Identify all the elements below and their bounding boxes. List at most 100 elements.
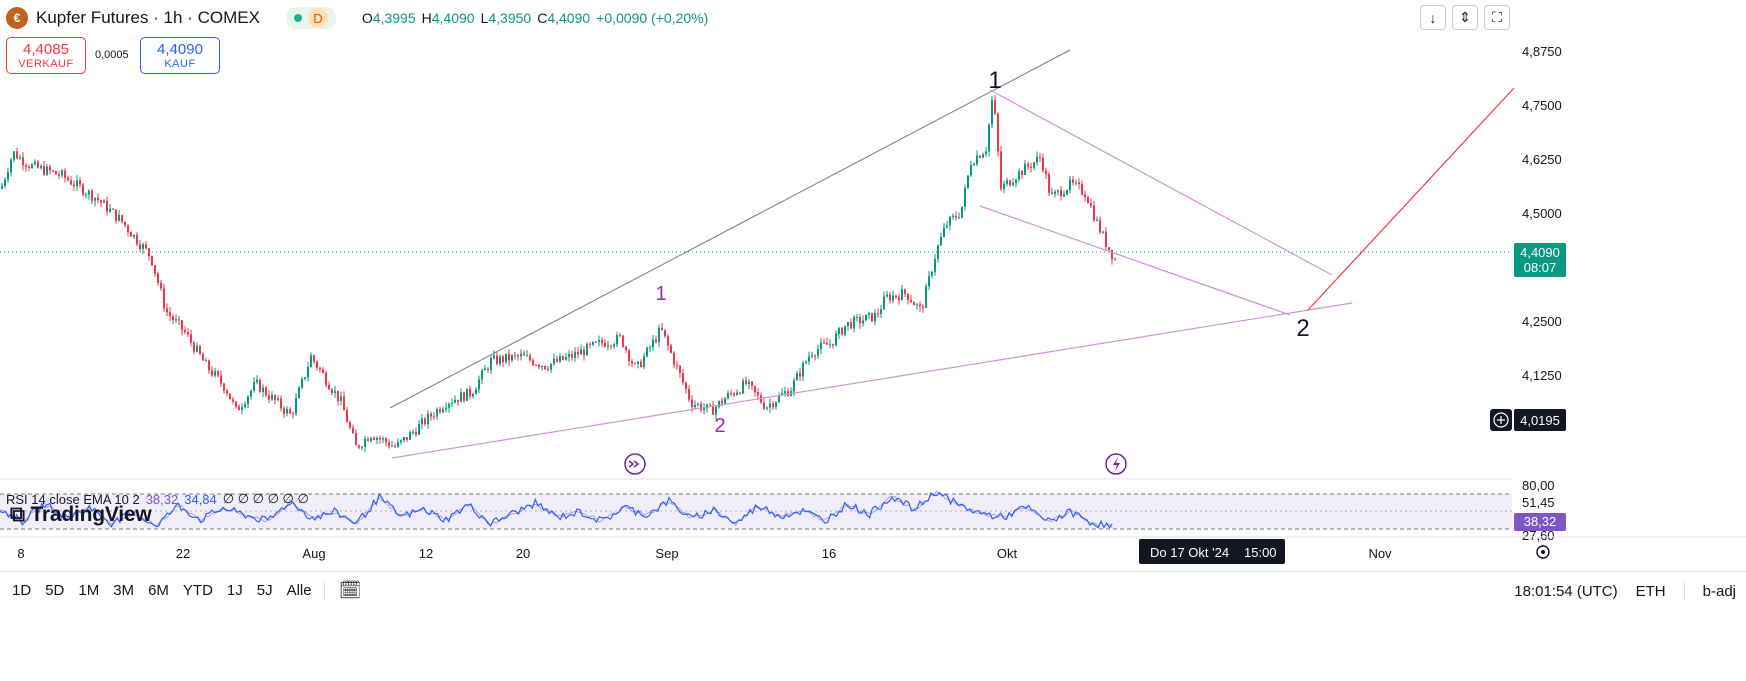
candle-body: [1006, 180, 1008, 184]
candle-body: [925, 286, 927, 308]
arrow-down-icon[interactable]: ↓: [1420, 5, 1446, 30]
timeframe-5d[interactable]: 5D: [45, 582, 65, 599]
toolbar-divider: [323, 580, 325, 601]
symbol-title[interactable]: Kupfer Futures · 1h · COMEX: [36, 8, 260, 27]
candle-body: [313, 355, 315, 362]
date-range-icon[interactable]: 🗓: [338, 580, 362, 600]
candle-body: [979, 155, 981, 158]
candle-body: [247, 396, 249, 405]
candle-body: [112, 208, 114, 210]
settings-gear-icon[interactable]: [1536, 545, 1550, 559]
ohlc-label: C: [537, 10, 548, 26]
candle-body: [703, 408, 705, 411]
candle-body: [316, 361, 318, 368]
timeframe-all[interactable]: Alle: [286, 582, 312, 599]
timeframe-1m[interactable]: 1M: [78, 582, 100, 599]
timeframe-1j[interactable]: 1J: [226, 582, 243, 599]
candle-body: [415, 431, 417, 435]
timeframe-5j[interactable]: 5J: [256, 582, 273, 599]
wave-label-small-1[interactable]: 1: [655, 283, 666, 305]
candle-body: [565, 356, 567, 360]
timeframe-ytd[interactable]: YTD: [182, 582, 213, 599]
candle-body: [421, 418, 423, 425]
upper-trend-line[interactable]: [389, 49, 1071, 409]
candle-body: [949, 216, 951, 226]
rsi-pane[interactable]: 80,00 51,45 38,32 27,60: [0, 478, 1566, 543]
lower-trend-line[interactable]: [391, 302, 1353, 459]
candle-body: [16, 151, 18, 159]
candle-body: [280, 398, 282, 409]
candle-body: [202, 354, 204, 361]
candle-body: [976, 155, 978, 165]
timeframe-6m[interactable]: 6M: [148, 582, 169, 599]
projection-line[interactable]: [1307, 87, 1515, 311]
candle-body: [961, 206, 963, 218]
session-toggle[interactable]: ETH: [1635, 582, 1666, 600]
candle-body: [1036, 156, 1038, 163]
candle-body: [745, 380, 747, 385]
candle-body: [871, 312, 873, 322]
candle-body: [250, 390, 252, 397]
candle-body: [268, 395, 270, 400]
candle-body: [967, 175, 969, 188]
timeframe-1d[interactable]: 1D: [12, 582, 32, 599]
wave-label-small-2[interactable]: 2: [714, 415, 725, 437]
candle-body: [46, 166, 48, 175]
adjustment-toggle[interactable]: b-adj: [1702, 582, 1736, 600]
rsi-legend[interactable]: RSI 14 close EMA 10 2 38,32 34,84 ∅ ∅ ∅ …: [6, 491, 309, 507]
event-icon-lightning[interactable]: [1105, 453, 1127, 475]
candle-body: [625, 346, 627, 351]
crosshair-price-marker[interactable]: 4,0195: [1490, 409, 1566, 431]
candle-body: [607, 345, 609, 347]
candle-body: [475, 389, 477, 395]
candle-body: [355, 433, 357, 446]
candle-body: [385, 438, 387, 443]
candle-body: [589, 343, 591, 345]
symbol-logo-icon[interactable]: €: [6, 7, 28, 29]
fullscreen-icon[interactable]: ⛶: [1484, 5, 1510, 30]
market-status[interactable]: D: [285, 7, 336, 29]
sell-button[interactable]: 4,4085 VERKAUF: [6, 37, 86, 74]
candle-body: [175, 319, 177, 321]
price-axis[interactable]: 4,8750 4,7500 4,6250 4,5000 4,2500 4,125…: [1522, 44, 1562, 383]
candle-body: [238, 406, 240, 411]
candle-body: [436, 409, 438, 417]
lower-wedge-line[interactable]: [979, 205, 1291, 316]
event-icon-arrow[interactable]: [624, 453, 646, 475]
candle-body: [835, 333, 837, 346]
price-tick: 4,5000: [1522, 206, 1562, 221]
collapse-icon[interactable]: ⇕: [1452, 5, 1478, 30]
candle-body: [10, 159, 12, 173]
candle-body: [805, 361, 807, 363]
plus-icon[interactable]: [1493, 412, 1509, 428]
candle-body: [127, 225, 129, 233]
candle-body: [418, 424, 420, 435]
candle-body: [928, 275, 930, 287]
wave-label-big-2[interactable]: 2: [1296, 315, 1309, 342]
timeframe-3m[interactable]: 3M: [113, 582, 135, 599]
time-axis[interactable]: 8 22 Aug 12 20 Sep 16 Okt Nov Do 17 Okt …: [0, 536, 1746, 564]
candle-body: [121, 214, 123, 222]
candle-body: [40, 166, 42, 168]
candle-body: [715, 406, 717, 415]
candle-body: [829, 343, 831, 345]
candle-body: [868, 312, 870, 315]
upper-wedge-line[interactable]: [989, 89, 1333, 276]
candle-body: [148, 248, 150, 256]
clock[interactable]: 18:01:54 (UTC): [1514, 582, 1618, 600]
buy-button[interactable]: 4,4090 KAUF: [140, 37, 220, 74]
candle-body: [532, 360, 534, 365]
candle-body: [757, 392, 759, 396]
candle-body: [52, 170, 54, 172]
candle-body: [286, 409, 288, 414]
candle-body: [433, 416, 435, 418]
candle-body: [817, 349, 819, 356]
candle-body: [274, 395, 276, 401]
candle-body: [922, 306, 924, 308]
candle-body: [370, 437, 372, 442]
candle-body: [970, 165, 972, 176]
wave-label-big-1[interactable]: 1: [988, 67, 1001, 94]
candle-body: [439, 409, 441, 413]
